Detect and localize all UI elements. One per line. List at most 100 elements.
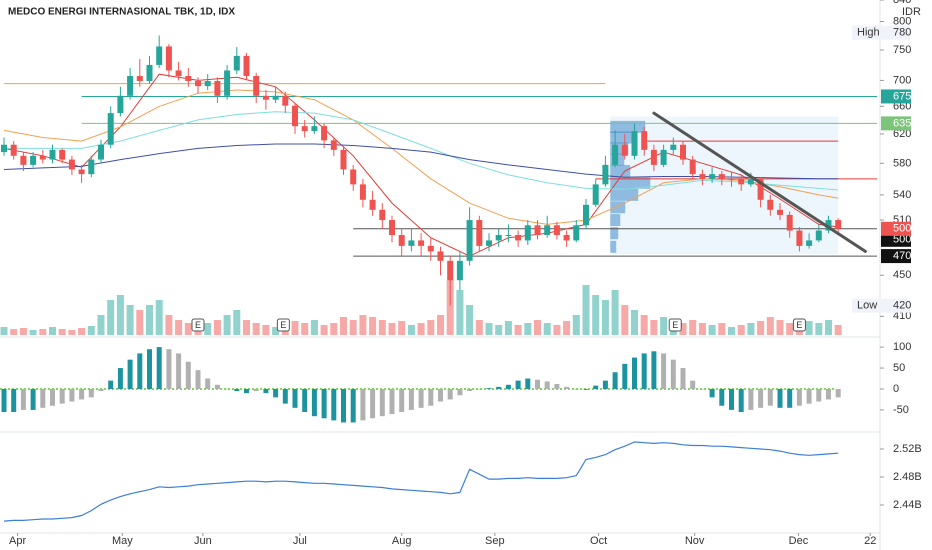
obv-line — [3, 441, 839, 522]
macd-bar — [447, 388, 453, 400]
x-tick-label: Nov — [685, 535, 705, 547]
candle — [544, 215, 551, 238]
volume-bar — [146, 305, 153, 335]
macd-bar — [341, 388, 346, 423]
macd-bar — [234, 388, 240, 392]
candle-body — [544, 225, 551, 236]
candle-body — [777, 209, 783, 215]
candle-body — [592, 184, 599, 205]
volume-bar — [601, 300, 609, 335]
candle — [621, 133, 628, 160]
candle-body — [117, 95, 124, 114]
volume-bar — [252, 323, 260, 335]
candle — [427, 237, 434, 261]
volume-bar — [58, 329, 66, 335]
candle — [214, 77, 221, 104]
volume-bar — [592, 295, 600, 335]
moving-average — [3, 73, 839, 257]
candle — [699, 169, 706, 186]
candle-body — [505, 235, 512, 237]
x-tick-label: Apr — [9, 535, 26, 547]
candle — [127, 67, 134, 100]
candle — [1, 137, 7, 156]
candle-body — [39, 155, 46, 160]
candle-body — [136, 76, 143, 82]
macd-bar — [486, 388, 492, 389]
macd-bar — [127, 359, 133, 389]
candle-body — [573, 225, 580, 241]
candle-body — [418, 240, 425, 246]
volume-bar — [708, 325, 716, 335]
macd-bar — [176, 353, 182, 389]
candle-body — [534, 225, 541, 236]
y-tick-label: 620 — [893, 128, 911, 140]
candle — [534, 220, 541, 240]
candle-body — [20, 155, 27, 165]
macd-bar — [166, 349, 172, 389]
macd-tick-label: 0 — [893, 383, 899, 395]
volume-bar — [417, 323, 425, 335]
candle-body — [68, 159, 75, 170]
candle — [631, 123, 638, 160]
candle — [573, 220, 580, 243]
moving-average — [3, 143, 839, 180]
volume-bar — [611, 290, 619, 335]
candle — [311, 116, 318, 134]
volume-bar — [834, 325, 842, 335]
macd-bar — [195, 370, 201, 389]
macd-bar — [622, 363, 628, 389]
candle — [602, 155, 609, 187]
volume-bar — [398, 321, 406, 335]
macd-bar — [273, 388, 279, 398]
candle — [88, 155, 95, 178]
obv-tick-label: 2.44B — [893, 499, 922, 511]
profile-bar — [610, 176, 651, 189]
volume-bar — [116, 295, 124, 335]
candle — [408, 228, 415, 252]
obv-tick-label: 2.48B — [893, 471, 922, 483]
candle — [563, 230, 570, 247]
candle — [505, 224, 512, 243]
candle-body — [88, 159, 95, 175]
candle — [680, 141, 686, 165]
macd-bar — [816, 388, 822, 402]
volume-bar — [272, 327, 280, 335]
candle — [796, 227, 803, 252]
volume-bar — [97, 315, 105, 335]
macd-bar — [748, 388, 754, 410]
candle-body — [718, 174, 725, 179]
candle — [330, 137, 337, 156]
volume-bar — [49, 327, 56, 335]
macd-bar — [389, 388, 395, 415]
macd-bar — [573, 388, 579, 390]
volume-bar — [689, 320, 697, 335]
candle — [418, 233, 425, 257]
candle — [369, 190, 376, 216]
candle-body — [524, 225, 531, 241]
level-badge — [881, 249, 911, 264]
candle — [292, 103, 298, 134]
candle-body — [786, 214, 793, 231]
macd-bar — [399, 388, 405, 412]
macd-bar — [59, 388, 65, 404]
x-tick-label: Oct — [590, 535, 607, 547]
candle — [165, 44, 172, 78]
volume-bar — [485, 323, 493, 335]
macd-bar — [98, 388, 104, 392]
candle-body — [515, 235, 522, 241]
earnings-marker — [792, 318, 806, 332]
macd-bar — [554, 383, 560, 389]
candle-body — [292, 105, 298, 127]
candle-body — [243, 55, 250, 77]
macd-bar — [593, 385, 599, 389]
volume-bar — [340, 317, 347, 335]
candle-body — [437, 251, 444, 261]
candle-body — [408, 240, 415, 246]
volume-bar — [19, 328, 27, 335]
candle-body — [389, 220, 395, 236]
macd-bar — [350, 388, 356, 423]
volume-bar — [204, 323, 212, 335]
macd-bar — [321, 388, 327, 419]
candle — [786, 211, 793, 238]
